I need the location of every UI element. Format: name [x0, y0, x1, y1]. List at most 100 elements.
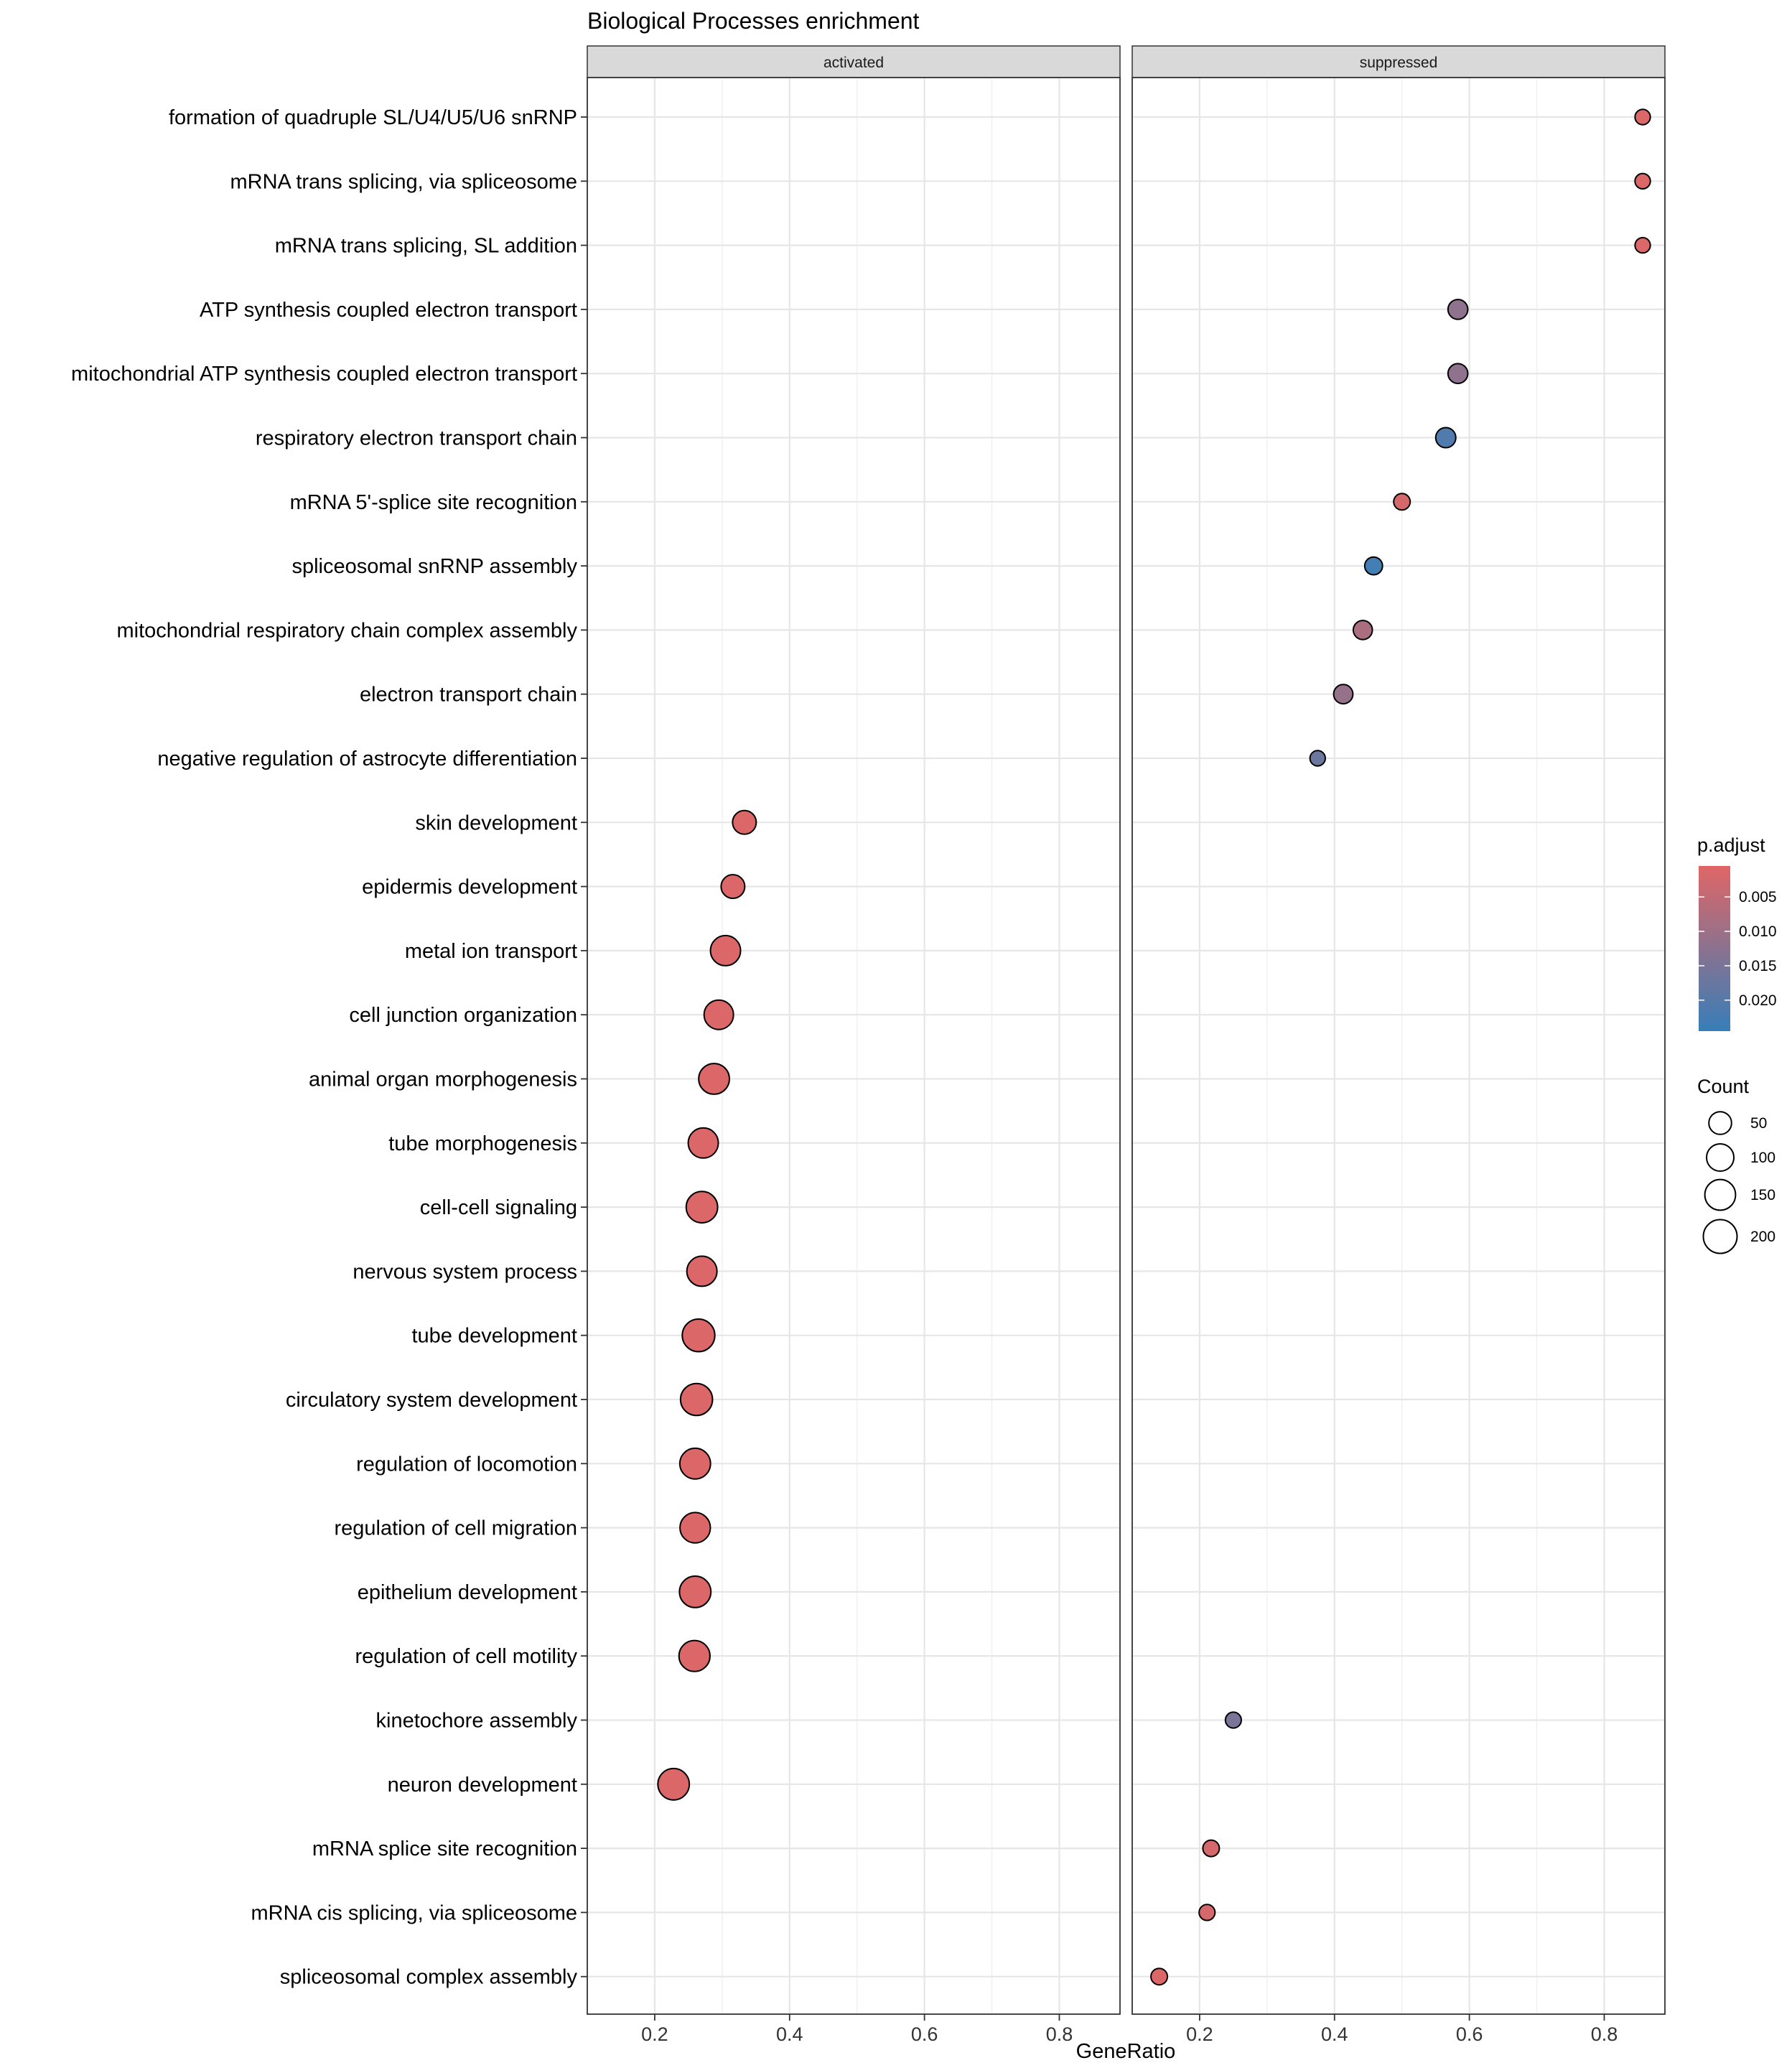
data-point: [1634, 172, 1651, 190]
category-label: nervous system process: [353, 1260, 577, 1283]
category-label: tube morphogenesis: [388, 1132, 577, 1155]
category-label: kinetochore assembly: [376, 1710, 578, 1733]
data-point: [687, 1127, 719, 1159]
category-label: skin development: [415, 811, 577, 834]
color-legend-title: p.adjust: [1697, 834, 1765, 856]
size-legend-title: Count: [1697, 1076, 1750, 1097]
category-label: mRNA trans splicing, via spliceosome: [230, 170, 577, 193]
category-label: mRNA 5'-splice site recognition: [290, 491, 577, 514]
category-label: mRNA trans splicing, SL addition: [275, 235, 577, 258]
size-legend-key: [1708, 1111, 1732, 1135]
size-legend-key: [1706, 1143, 1735, 1172]
category-label: electron transport chain: [360, 684, 577, 707]
data-point: [681, 1318, 716, 1353]
facet-strip-suppressed: [1131, 45, 1666, 78]
data-point: [1150, 1967, 1169, 1986]
data-point: [678, 1575, 712, 1608]
category-label: cell-cell signaling: [420, 1196, 577, 1219]
facet-label-activated: activated: [823, 55, 884, 71]
data-point: [686, 1255, 718, 1287]
panels-layer: activated 0.2 0.4 0.6 0.8 suppressed 0.2 0.4 0.6…: [587, 45, 1666, 2045]
size-legend-label: 100: [1750, 1150, 1775, 1166]
data-point: [657, 1767, 691, 1801]
data-point: [1447, 363, 1469, 385]
category-label: regulation of cell motility: [355, 1645, 578, 1668]
facet-label-suppressed: suppressed: [1360, 55, 1438, 71]
category-label: formation of quadruple SL/U4/U5/U6 snRNP: [169, 106, 577, 129]
facet-strip-activated: [587, 45, 1121, 78]
category-label: neuron development: [388, 1774, 577, 1797]
color-legend-label: 0.010: [1739, 923, 1777, 940]
size-legend-label: 50: [1750, 1115, 1767, 1132]
category-label: spliceosomal snRNP assembly: [291, 555, 577, 578]
data-point: [1634, 236, 1651, 254]
data-point: [1333, 684, 1354, 705]
category-label: mitochondrial ATP synthesis coupled elec…: [71, 363, 577, 386]
data-point: [709, 934, 742, 967]
data-point: [1309, 750, 1326, 767]
color-legend-label: 0.020: [1739, 992, 1777, 1009]
data-point: [679, 1512, 711, 1544]
color-legend-label: 0.005: [1739, 889, 1777, 905]
category-label: epidermis development: [362, 876, 577, 899]
data-point: [685, 1191, 719, 1224]
x-tick-label: 0.8: [1591, 2023, 1618, 2045]
x-tick-label: 0.6: [1456, 2023, 1483, 2045]
category-label: metal ion transport: [405, 940, 577, 963]
category-label: spliceosomal complex assembly: [280, 1966, 578, 1989]
category-label: mRNA splice site recognition: [312, 1838, 577, 1860]
panel-border: [1131, 77, 1666, 2015]
chart-title: Biological Processes enrichment: [587, 8, 920, 34]
category-label: respiratory electron transport chain: [256, 427, 577, 450]
data-point: [678, 1447, 711, 1480]
category-label: ATP synthesis coupled electron transport: [200, 299, 577, 322]
category-label: regulation of cell migration: [334, 1517, 577, 1540]
color-bar: [1699, 866, 1730, 1031]
category-label: negative regulation of astrocyte differe…: [157, 747, 577, 770]
data-point: [1224, 1711, 1242, 1729]
category-label: cell junction organization: [349, 1004, 577, 1027]
category-labels: formation of quadruple SL/U4/U5/U6 snRNP…: [71, 106, 587, 1989]
x-tick-label: 0.2: [641, 2023, 668, 2045]
points-layer: [657, 108, 1651, 1986]
data-point: [1363, 556, 1383, 576]
size-legend-label: 200: [1750, 1229, 1775, 1245]
x-tick-label: 0.6: [911, 2023, 938, 2045]
data-point: [703, 999, 734, 1030]
category-label: animal organ morphogenesis: [309, 1068, 577, 1091]
panel-border: [587, 77, 1121, 2015]
data-point: [1634, 108, 1651, 126]
data-point: [1447, 299, 1469, 320]
data-point: [698, 1063, 730, 1095]
category-label: circulatory system development: [286, 1389, 577, 1412]
data-point: [1393, 493, 1411, 511]
data-point: [720, 874, 746, 900]
data-point: [679, 1382, 714, 1417]
data-point: [1352, 620, 1373, 641]
x-tick-label: 0.4: [1321, 2023, 1348, 2045]
data-point: [1202, 1839, 1221, 1858]
color-legend-label: 0.015: [1739, 958, 1777, 974]
panel-background: [587, 78, 1120, 2014]
category-label: mRNA cis splicing, via spliceosome: [251, 1901, 577, 1924]
size-legend-key: [1702, 1219, 1738, 1254]
size-legend-key: [1704, 1178, 1737, 1211]
data-point: [1198, 1904, 1216, 1922]
category-label: tube development: [411, 1325, 577, 1348]
data-point: [678, 1639, 711, 1672]
legend: p.adjust 0.005 0.010 0.015 0.020 Count 50 100 15…: [1697, 834, 1777, 1254]
x-tick-label: 0.2: [1186, 2023, 1213, 2045]
data-point: [732, 809, 757, 835]
category-label: mitochondrial respiratory chain complex …: [117, 619, 578, 642]
x-tick-label: 0.8: [1046, 2023, 1073, 2045]
x-tick-label: 0.4: [776, 2023, 803, 2045]
category-label: epithelium development: [358, 1581, 577, 1604]
x-axis-title: GeneRatio: [1076, 2040, 1176, 2063]
panel-activated: activated 0.2 0.4 0.6 0.8: [587, 45, 1121, 2045]
panel-background: [1132, 78, 1665, 2014]
category-label: regulation of locomotion: [356, 1453, 577, 1476]
panel-suppressed: suppressed 0.2 0.4 0.6 0.8: [1131, 45, 1666, 2045]
data-point: [1434, 427, 1457, 449]
size-legend-label: 150: [1750, 1187, 1775, 1203]
